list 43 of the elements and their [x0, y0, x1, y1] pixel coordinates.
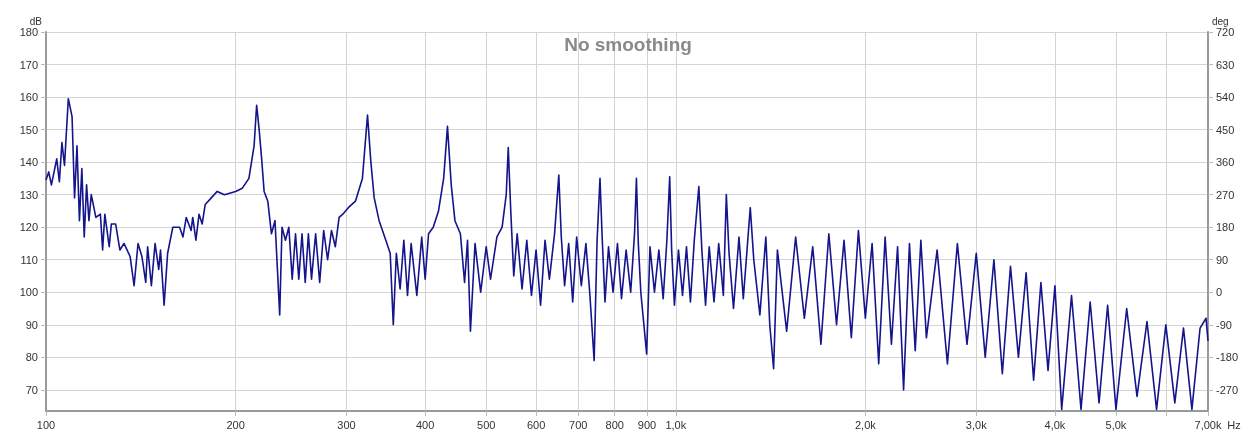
x-tick-label: 400	[415, 418, 435, 431]
y2-tick-label: 180	[1216, 221, 1235, 234]
y2-tick-label: 630	[1216, 58, 1235, 71]
x-tick-label: 4,0k	[1044, 418, 1066, 431]
chart-title: No smoothing	[564, 34, 692, 55]
x-tick-label: 200	[226, 418, 245, 431]
y-tick-label: 180	[19, 26, 38, 38]
x-axis-title: Hz	[1227, 418, 1241, 431]
y-tick-label: 160	[19, 91, 38, 104]
y2-tick-label: 720	[1216, 26, 1235, 38]
y-tick-label: 130	[19, 188, 38, 201]
x-tick-label: 2,0k	[854, 418, 877, 431]
x-tick-label: 3,0k	[965, 418, 988, 431]
x-tick-label: 900	[637, 418, 657, 431]
y-axis-title: dB	[29, 16, 43, 28]
y-tick-label: 140	[19, 156, 38, 169]
y-tick-label: 120	[19, 221, 38, 234]
y2-tick-label: -90	[1216, 318, 1232, 331]
y2-tick-label: 540	[1216, 91, 1235, 104]
y2-tick-label: -180	[1216, 351, 1239, 364]
y-tick-label: 170	[19, 58, 38, 71]
y-tick-label: 100	[19, 286, 38, 299]
y-tick-label: 70	[25, 383, 38, 396]
y-tick-label: 80	[25, 351, 38, 364]
y2-tick-label: 360	[1216, 156, 1235, 169]
x-tick-label: 600	[526, 418, 546, 431]
y-tick-label: 90	[25, 318, 38, 331]
x-tick-label: 500	[477, 418, 496, 431]
x-tick-label: 1,0k	[665, 418, 687, 431]
y2-tick-label: 270	[1216, 188, 1235, 201]
y2-axis-title: deg	[1212, 16, 1229, 28]
x-tick-label: 800	[605, 418, 624, 431]
x-tick-label: 7,00k	[1194, 418, 1222, 431]
x-tick-label: 300	[337, 418, 356, 431]
x-tick-label: 700	[569, 418, 588, 431]
x-tick-label: 100	[36, 418, 56, 431]
y-tick-label: 110	[20, 253, 38, 266]
x-tick-label: 5,0k	[1105, 418, 1127, 431]
y2-tick-label: 0	[1216, 286, 1223, 299]
y2-tick-label: 90	[1216, 253, 1229, 266]
y2-tick-label: -270	[1216, 383, 1239, 396]
y-tick-label: 150	[19, 123, 38, 136]
y2-tick-label: 450	[1216, 123, 1235, 136]
